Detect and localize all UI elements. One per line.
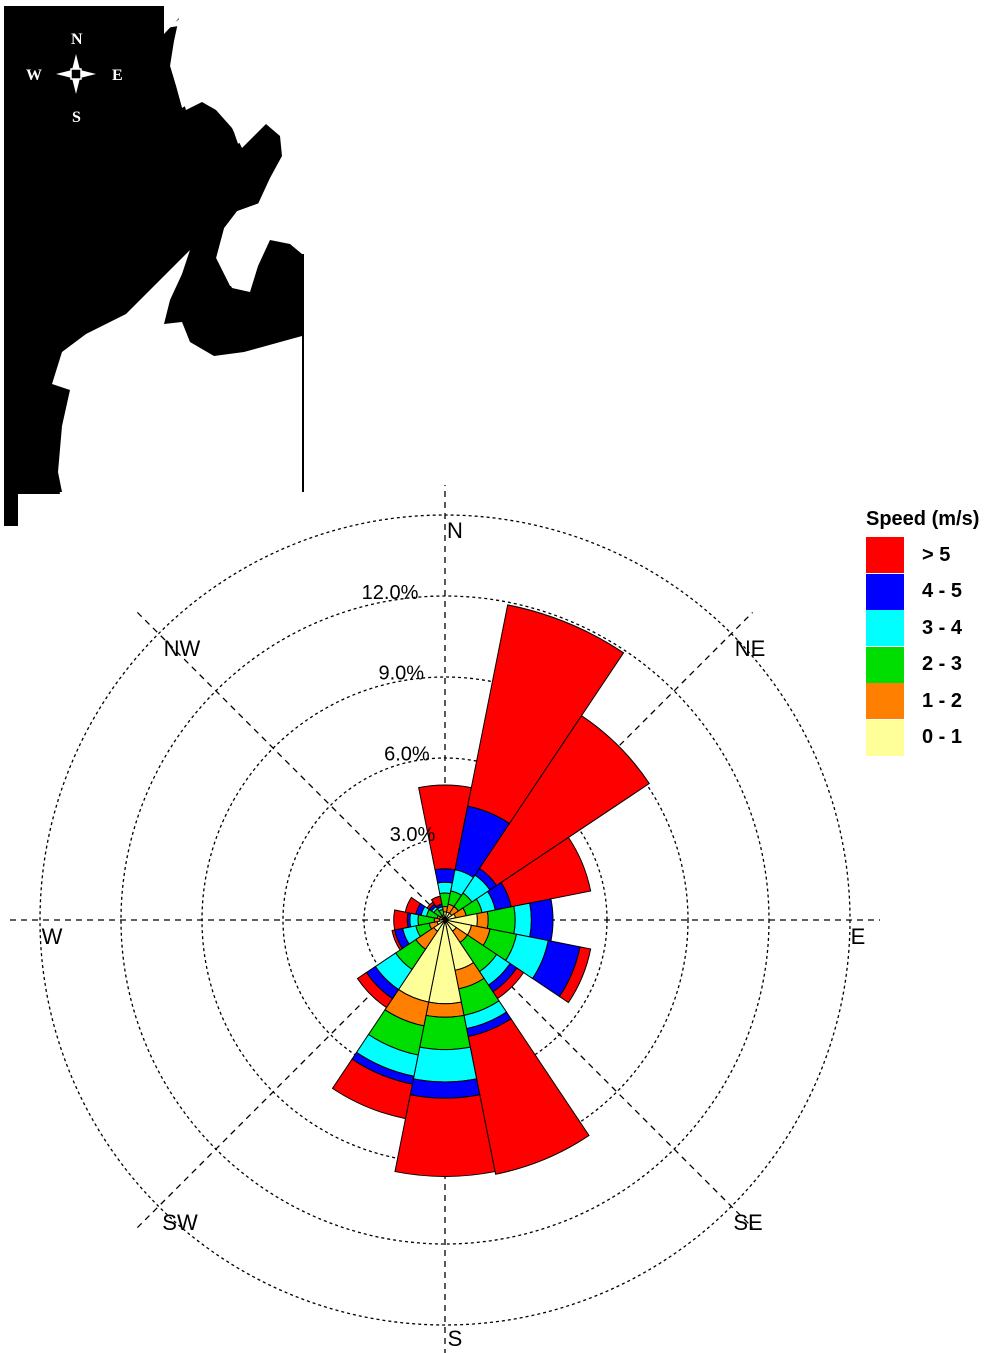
legend-item: 2 - 3 [866,646,1006,684]
petal-ese-5 [558,946,592,1004]
petal-s-4 [409,1078,481,1099]
petal-wsw-5 [391,929,404,951]
coastline-map: N S W E [4,6,304,526]
compass-s: S [72,109,81,126]
radial-tick-label: 3.0% [390,824,436,846]
legend-rows: > 5 4 - 5 3 - 4 2 - 3 1 - 2 0 - 1 [866,537,1006,756]
compass-center-icon [70,68,82,80]
legend-item: > 5 [866,537,1006,574]
legend-swatch [866,646,904,683]
legend-swatch [866,537,904,574]
compass-label-nw: NW [164,636,201,661]
petal-w-5 [393,909,409,931]
rose-petals [331,604,650,1177]
petal-ssw-5 [331,1058,413,1120]
petal-s-2 [419,1014,471,1051]
petal-e-4 [529,898,554,942]
legend-item: 4 - 5 [866,573,1006,611]
petal-e-1 [476,910,489,930]
compass-label-se: SE [733,1210,762,1235]
radial-tick-label: 6.0% [384,743,430,765]
legend-title: Speed (m/s) [866,508,980,530]
legend-label: 3 - 4 [922,616,963,639]
petal-nnw-5 [430,895,443,908]
petal-sw-5 [356,971,394,1009]
petal-s-3 [412,1046,478,1083]
radial-tick-label: 12.0% [362,582,419,604]
map-coast-white [52,6,304,492]
petal-s-1 [425,1001,465,1018]
legend-swatch [866,719,904,756]
legend-label: 0 - 1 [922,726,963,749]
map-sea-overlay [302,254,304,336]
compass-label-n: N [447,518,463,543]
petal-nne-5 [467,604,625,825]
compass-label-w: W [42,924,63,949]
radial-tick-label: 9.0% [378,663,424,685]
petal-sse-5 [467,1018,590,1175]
compass-label-s: S [448,1326,463,1351]
compass-label-sw: SW [162,1210,198,1235]
petal-ne-5 [478,715,650,887]
speed-legend: Speed (m/s) > 5 4 - 5 3 - 4 2 - 3 1 - 2 0 - 1 [866,508,1006,756]
compass-e: E [112,67,123,84]
compass-label-ne: NE [735,636,766,661]
legend-item: 1 - 2 [866,683,1006,720]
legend-swatch [866,683,904,720]
legend-item: 0 - 1 [866,719,1006,757]
petal-w-3 [409,912,420,928]
petal-n-4 [434,868,456,884]
legend-swatch [866,610,904,647]
petal-wnw-5 [404,896,421,915]
petal-ene-5 [500,836,592,908]
legend-swatch [866,573,904,610]
legend-label: > 5 [922,543,951,566]
rose-labels: 3.0% 6.0% 9.0% 12.0% N NE E SE S SW W NW [42,518,866,1351]
petal-e-3 [513,902,532,938]
compass-n: N [71,31,83,48]
legend-label: 4 - 5 [922,580,963,603]
map-compass: N S W E [26,31,123,126]
compass-label-e: E [851,924,866,949]
legend-item: 3 - 4 [866,610,1006,647]
compass-w: W [26,67,42,84]
legend-label: 1 - 2 [922,689,963,712]
petal-s-5 [394,1094,496,1177]
legend-label: 2 - 3 [922,653,963,676]
